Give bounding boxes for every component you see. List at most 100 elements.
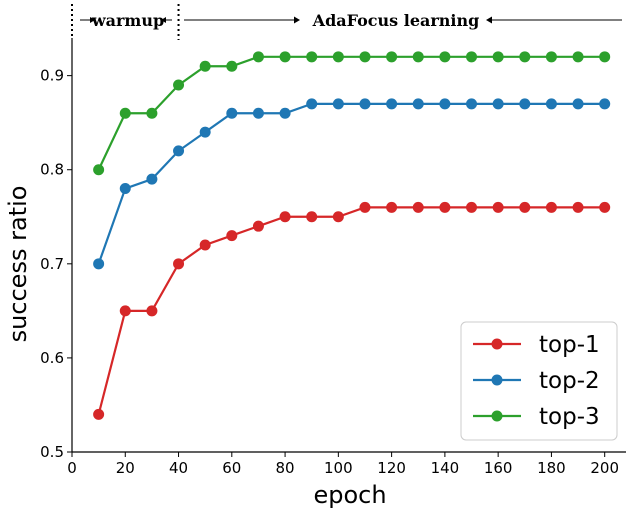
data-point xyxy=(412,98,424,110)
x-tick-label: 0 xyxy=(67,459,77,477)
data-point xyxy=(359,201,371,213)
phase-label-warmup: warmup xyxy=(91,11,164,30)
data-point xyxy=(386,51,398,63)
data-point xyxy=(146,305,158,317)
data-point xyxy=(199,239,211,251)
data-point xyxy=(146,173,158,185)
series-top-1 xyxy=(93,201,611,420)
data-point xyxy=(386,98,398,110)
data-point xyxy=(492,98,504,110)
data-point xyxy=(173,145,185,157)
data-point xyxy=(492,201,504,213)
data-point xyxy=(599,51,611,63)
x-tick-label: 120 xyxy=(377,459,406,477)
data-point xyxy=(306,211,318,223)
legend: top-1 top-2 top-3 xyxy=(460,321,618,441)
data-point xyxy=(173,258,185,270)
x-tick-label: 40 xyxy=(169,459,188,477)
legend-label-top-3: top-3 xyxy=(539,404,600,430)
data-point xyxy=(519,51,531,63)
legend-swatch-marker xyxy=(491,374,503,386)
data-point xyxy=(359,98,371,110)
data-point xyxy=(279,211,291,223)
x-axis-title: epoch xyxy=(313,481,386,509)
arrowhead-icon xyxy=(161,17,166,23)
data-point xyxy=(93,258,105,270)
series-top-3 xyxy=(93,51,611,176)
legend-label-top-2: top-2 xyxy=(539,368,600,394)
data-point xyxy=(519,98,531,110)
data-point xyxy=(226,107,238,119)
data-point xyxy=(466,98,478,110)
data-point xyxy=(545,98,557,110)
data-point xyxy=(146,107,158,119)
data-point xyxy=(279,51,291,63)
data-point xyxy=(199,60,211,72)
x-tick-label: 80 xyxy=(276,459,295,477)
y-tick-label: 0.7 xyxy=(40,255,64,273)
legend-swatch-marker xyxy=(491,410,503,422)
data-point xyxy=(119,107,131,119)
x-tick-label: 200 xyxy=(590,459,619,477)
series-top-2 xyxy=(93,98,611,270)
data-point xyxy=(599,201,611,213)
data-point xyxy=(359,51,371,63)
y-axis-title: success ratio xyxy=(4,186,32,343)
data-point xyxy=(306,51,318,63)
x-tick-label: 180 xyxy=(537,459,566,477)
data-point xyxy=(545,201,557,213)
data-point xyxy=(412,51,424,63)
arrowhead-icon xyxy=(90,17,95,23)
data-point xyxy=(252,220,264,232)
data-point xyxy=(466,201,478,213)
data-point xyxy=(439,98,451,110)
data-point xyxy=(545,51,557,63)
data-point xyxy=(199,126,211,138)
y-tick-label: 0.6 xyxy=(40,349,64,367)
data-point xyxy=(93,408,105,420)
data-point xyxy=(466,51,478,63)
series-line xyxy=(97,102,605,265)
x-tick-label: 100 xyxy=(324,459,353,477)
data-point xyxy=(173,79,185,91)
phase-annotation: warmup AdaFocus learning xyxy=(71,4,622,40)
axes: 0 20 40 60 80 100 120 140 160 180 200 0.5 0.6 0.7 0.8 0… xyxy=(40,38,626,477)
legend-swatch-marker xyxy=(491,338,503,350)
x-tick-label: 140 xyxy=(431,459,460,477)
data-point xyxy=(119,183,131,195)
data-point xyxy=(332,51,344,63)
x-tick-label: 160 xyxy=(484,459,513,477)
data-point xyxy=(279,107,291,119)
x-tick-label: 20 xyxy=(116,459,135,477)
x-tick-label: 60 xyxy=(222,459,241,477)
data-point xyxy=(439,51,451,63)
data-point xyxy=(439,201,451,213)
data-point xyxy=(332,211,344,223)
data-point xyxy=(252,51,264,63)
data-point xyxy=(93,164,105,176)
y-tick-label: 0.9 xyxy=(40,67,64,85)
data-point xyxy=(572,98,584,110)
legend-box xyxy=(460,321,618,441)
data-point xyxy=(492,51,504,63)
series-group xyxy=(93,51,611,420)
data-point xyxy=(252,107,264,119)
data-point xyxy=(599,98,611,110)
arrowhead-icon xyxy=(294,16,300,24)
phase-label-adafocus: AdaFocus learning xyxy=(312,11,480,30)
y-tick-label: 0.8 xyxy=(40,161,64,179)
legend-label-top-1: top-1 xyxy=(539,332,600,358)
data-point xyxy=(306,98,318,110)
data-point xyxy=(572,51,584,63)
data-point xyxy=(226,230,238,242)
data-point xyxy=(332,98,344,110)
data-point xyxy=(386,201,398,213)
y-tick-label: 0.5 xyxy=(40,443,64,461)
data-point xyxy=(119,305,131,317)
arrowhead-icon xyxy=(486,16,492,24)
data-point xyxy=(519,201,531,213)
data-point xyxy=(572,201,584,213)
data-point xyxy=(226,60,238,72)
data-point xyxy=(412,201,424,213)
